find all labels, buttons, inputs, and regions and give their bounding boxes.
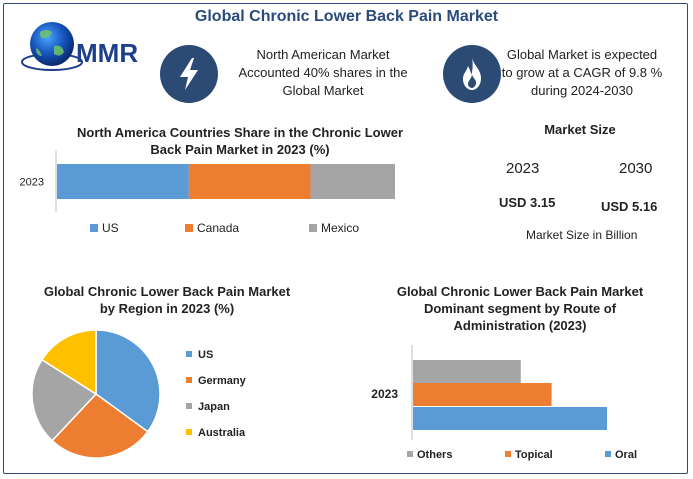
market-size-year-2030: 2030 xyxy=(619,160,653,177)
legend-swatch-us xyxy=(90,224,98,232)
legend-label-oral: Oral xyxy=(615,449,637,461)
country-share-chart-title: North America Countries Share in the Chr… xyxy=(76,125,403,157)
legend-label-us: US xyxy=(198,349,213,361)
legend-label-canada: Canada xyxy=(197,221,239,235)
bar-canada xyxy=(188,164,311,199)
stat-flame-badge xyxy=(443,45,501,103)
legend-label-topical: Topical xyxy=(515,449,553,461)
flame-icon xyxy=(463,57,481,90)
legend-swatch-topical xyxy=(505,451,511,457)
bar-us xyxy=(57,164,189,199)
market-size-title: Market Size xyxy=(544,122,616,137)
legend-swatch-canada xyxy=(185,224,193,232)
legend-label-germany: Germany xyxy=(198,375,247,387)
stat-lightning-badge xyxy=(160,45,218,103)
legend-swatch-oral xyxy=(605,451,611,457)
legend-label-others: Others xyxy=(417,449,452,461)
bar-mexico xyxy=(310,164,395,199)
legend-label-japan: Japan xyxy=(198,401,230,413)
bar-topical xyxy=(413,383,552,406)
legend-label-us: US xyxy=(102,221,119,235)
legend-swatch-australia xyxy=(186,429,192,435)
legend-swatch-japan xyxy=(186,403,192,409)
bar-oral xyxy=(413,407,607,430)
pie-slice-australia xyxy=(40,329,97,396)
legend-label-mexico: Mexico xyxy=(321,221,359,235)
stat-cagr-text: Global Market is expected to grow at a C… xyxy=(501,47,663,98)
page-title: Global Chronic Lower Back Pain Market xyxy=(194,8,499,25)
logo-text: MMR xyxy=(76,38,138,68)
pie-slice-japan xyxy=(31,358,98,442)
legend-swatch-us xyxy=(186,351,192,357)
market-size-value-2030: USD 5.16 xyxy=(601,199,658,214)
region-pie-title: Global Chronic Lower Back Pain Market by… xyxy=(43,284,291,316)
pie-slice-us xyxy=(95,329,161,433)
route-segment-chart-title: Global Chronic Lower Back Pain Market Do… xyxy=(396,284,644,333)
pie-slice-germany xyxy=(51,393,149,459)
legend-label-australia: Australia xyxy=(198,427,246,439)
category-label: 2023 xyxy=(20,177,44,189)
lightning-icon xyxy=(180,58,198,90)
market-size-year-2023: 2023 xyxy=(506,160,540,177)
stat-north-america-text: North American Market Accounted 40% shar… xyxy=(238,47,408,98)
bar-others xyxy=(413,360,521,383)
legend-swatch-germany xyxy=(186,377,192,383)
legend-swatch-mexico xyxy=(309,224,317,232)
market-size-note: Market Size in Billion xyxy=(526,228,638,242)
category-label: 2023 xyxy=(371,387,398,401)
legend-swatch-others xyxy=(407,451,413,457)
market-size-value-2023: USD 3.15 xyxy=(499,195,556,210)
mmr-logo: MMR xyxy=(21,22,138,71)
